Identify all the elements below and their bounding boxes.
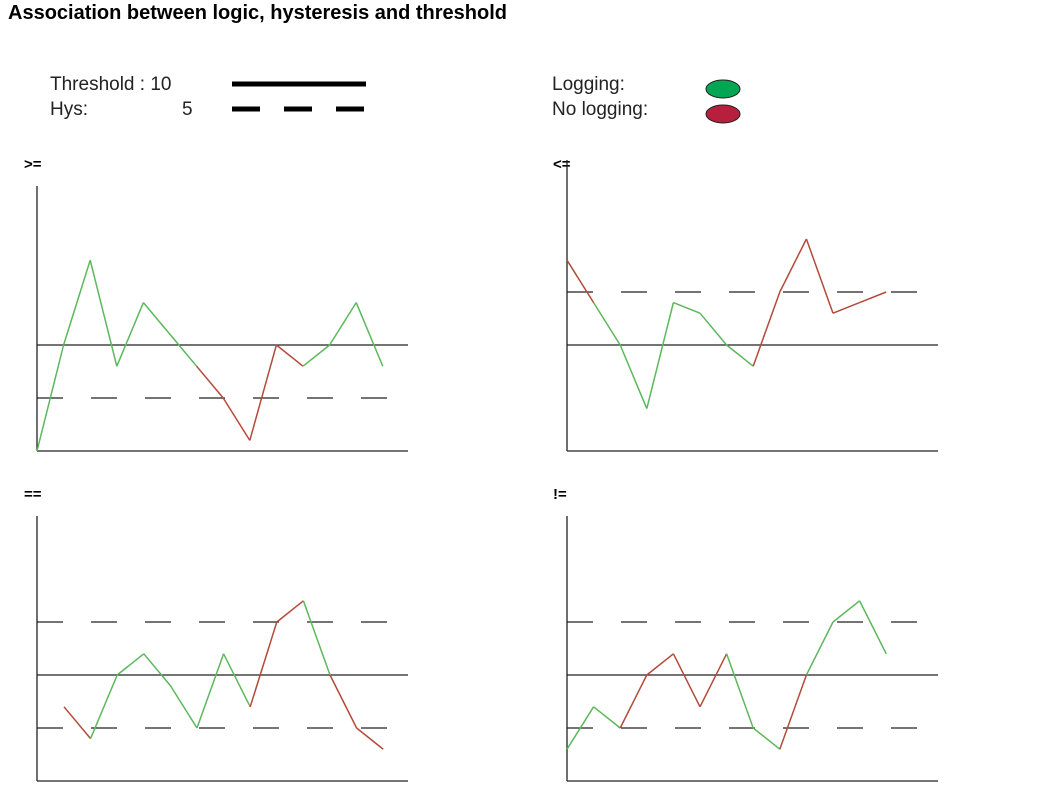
signal-segment-le-0 <box>566 259 595 303</box>
signal-segment-ge-5 <box>169 333 198 367</box>
no-logging-swatch <box>705 104 741 124</box>
signal-segment-eq-10 <box>329 674 358 729</box>
signal-segment-eq-8 <box>276 600 304 623</box>
signal-segment-ne-11 <box>858 600 887 655</box>
page-title: Association between logic, hysteresis an… <box>8 2 508 24</box>
hys-value: 5 <box>182 99 193 120</box>
signal-segment-le-5 <box>699 312 728 346</box>
signal-segment-ge-1 <box>62 259 91 346</box>
signal-segment-le-10 <box>832 301 860 314</box>
threshold-label: Threshold : 10 <box>50 74 172 95</box>
signal-segment-ne-10 <box>832 600 861 623</box>
operator-label-ge: >= <box>24 156 42 173</box>
signal-segment-le-8 <box>779 238 808 293</box>
signal-segment-ne-0 <box>566 706 595 750</box>
signal-segment-le-7 <box>752 291 781 367</box>
signal-segment-le-1 <box>592 302 621 346</box>
signal-segment-ne-7 <box>752 727 781 750</box>
signal-segment-ne-6 <box>725 653 754 729</box>
signal-segment-ne-8 <box>779 674 808 750</box>
signal-segment-ne-2 <box>619 674 648 729</box>
signal-segment-eq-3 <box>143 653 171 687</box>
signal-segment-ge-11 <box>328 302 357 346</box>
signal-segment-eq-0 <box>63 706 92 740</box>
signal-segment-ge-9 <box>275 344 304 367</box>
signal-segment-ne-3 <box>646 653 674 676</box>
signal-segment-eq-7 <box>249 621 278 708</box>
signal-segment-ne-5 <box>699 653 728 708</box>
signal-segment-ge-6 <box>196 365 224 399</box>
signal-segment-eq-2 <box>116 653 145 676</box>
signal-segment-ge-3 <box>116 302 145 367</box>
no-logging-label: No logging: <box>552 99 649 120</box>
operator-label-le: <= <box>553 156 571 173</box>
signal-segment-eq-11 <box>356 727 384 750</box>
signal-segment-ge-12 <box>355 302 384 367</box>
signal-segment-le-11 <box>859 291 887 304</box>
signal-segment-ge-7 <box>222 397 251 441</box>
signal-segment-ge-0 <box>36 344 65 452</box>
signal-segment-ne-9 <box>805 621 834 676</box>
signal-segment-eq-1 <box>89 674 118 739</box>
logging-swatch <box>705 79 741 99</box>
signal-segment-ge-4 <box>142 302 171 335</box>
signal-segment-le-4 <box>673 301 701 314</box>
operator-label-eq: == <box>24 486 42 503</box>
signal-segment-ge-10 <box>302 344 331 367</box>
operator-label-ne: != <box>553 486 567 503</box>
signal-segment-ne-4 <box>672 653 701 708</box>
signal-segment-le-6 <box>726 344 754 367</box>
logging-label: Logging: <box>552 74 625 95</box>
signal-segment-le-3 <box>646 302 675 409</box>
signal-segment-eq-4 <box>169 685 198 729</box>
signal-segment-le-9 <box>805 238 834 314</box>
signal-segment-le-2 <box>619 344 648 409</box>
signal-segment-eq-9 <box>302 600 331 676</box>
signal-segment-eq-6 <box>222 653 251 708</box>
signal-segment-eq-5 <box>196 653 225 729</box>
signal-segment-ge-2 <box>89 260 118 367</box>
signal-segment-ge-8 <box>249 344 278 441</box>
signal-segment-ne-1 <box>593 706 621 729</box>
hys-label: Hys: <box>50 99 88 120</box>
